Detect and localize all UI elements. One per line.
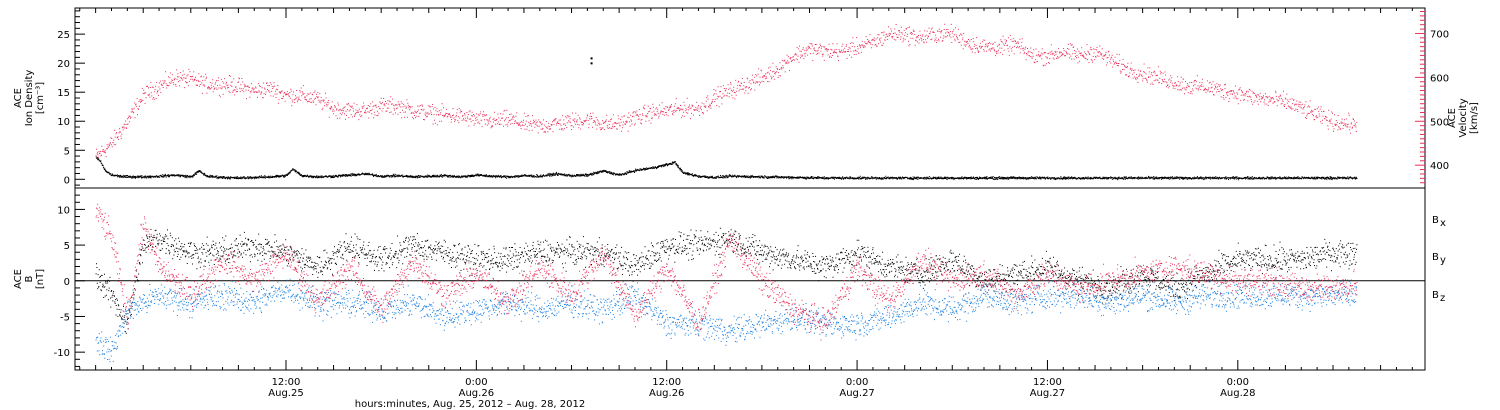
b-axis-label: ACE B [nT] — [13, 269, 46, 289]
date-tick-label: Aug.27 — [1030, 388, 1065, 399]
density-axis-label-line: Ion Density — [24, 70, 35, 127]
density-tick-label: 15 — [57, 88, 70, 99]
time-tick-label: 12:00 — [272, 377, 301, 388]
density-outlier — [590, 62, 593, 65]
velocity-tick-label: 600 — [1430, 73, 1449, 84]
density-outlier — [590, 57, 593, 60]
date-tick-label: Aug.25 — [268, 388, 303, 399]
axis-labels: hours:minutes, Aug. 25, 2012 – Aug. 28, … — [13, 70, 1480, 410]
legend-bz-text: B — [1432, 290, 1439, 301]
time-tick-label: 0:00 — [846, 377, 868, 388]
series-bz-points — [95, 203, 1358, 341]
density-axis-label-line: ACE — [13, 88, 24, 108]
density-tick-label: 20 — [57, 59, 70, 70]
b-axis-label-line: ACE — [13, 269, 24, 289]
density-tick-label: 0 — [64, 175, 70, 186]
legend-bx-subscript: x — [1440, 218, 1446, 229]
b-tick-label: -5 — [60, 312, 70, 323]
panel-frames — [74, 7, 1426, 371]
time-tick-label: 0:00 — [1227, 377, 1249, 388]
velocity-axis-label-line: Velocity — [1458, 98, 1469, 137]
date-tick-label: Aug.26 — [459, 388, 494, 399]
bottom-panel-frame — [74, 187, 1426, 371]
date-tick-label: Aug.28 — [1220, 388, 1255, 399]
b-tick-label: 5 — [64, 241, 70, 252]
b-axis-label-line: [nT] — [35, 269, 46, 289]
legend-by-subscript: y — [1440, 255, 1446, 266]
time-tick-label: 12:00 — [652, 377, 681, 388]
density-tick-label: 25 — [57, 30, 70, 41]
density-axis-label-line: [cm⁻³] — [35, 82, 46, 114]
b-tick-label: 0 — [64, 277, 70, 288]
date-tick-label: Aug.26 — [649, 388, 684, 399]
density-series — [95, 57, 1358, 181]
b-axis-label-line: B — [24, 275, 35, 282]
density-points — [95, 155, 1358, 181]
density-tick-label: 5 — [64, 146, 70, 157]
velocity-axis-label: ACE Velocity [km/s] — [1447, 98, 1480, 137]
legend-bx-text: B — [1432, 215, 1439, 226]
b-tick-label: 10 — [57, 205, 70, 216]
velocity-axis-label-line: [km/s] — [1469, 102, 1480, 134]
x-axis-title: hours:minutes, Aug. 25, 2012 – Aug. 28, … — [355, 399, 586, 410]
magnetic-field-series — [95, 203, 1358, 363]
legend-bz-subscript: z — [1440, 293, 1445, 304]
b-tick-label: -10 — [54, 348, 70, 359]
legend-by-text: B — [1432, 252, 1439, 263]
velocity-series — [95, 23, 1358, 158]
series-by-points — [95, 278, 1358, 363]
velocity-tick-label: 700 — [1430, 29, 1449, 40]
velocity-points — [95, 23, 1358, 158]
density-tick-label: 10 — [57, 117, 70, 128]
top-panel-frame — [74, 7, 1426, 189]
velocity-tick-label: 400 — [1430, 161, 1449, 172]
velocity-axis-label-line: ACE — [1447, 108, 1458, 128]
axes: 0510152025400500600700-10-5051012:00Aug.… — [54, 8, 1449, 399]
velocity-tick-label: 500 — [1430, 117, 1449, 128]
time-tick-label: 12:00 — [1033, 377, 1062, 388]
time-tick-label: 0:00 — [465, 377, 487, 388]
date-tick-label: Aug.27 — [839, 388, 874, 399]
density-axis-label: ACE Ion Density [cm⁻³] — [13, 70, 46, 127]
